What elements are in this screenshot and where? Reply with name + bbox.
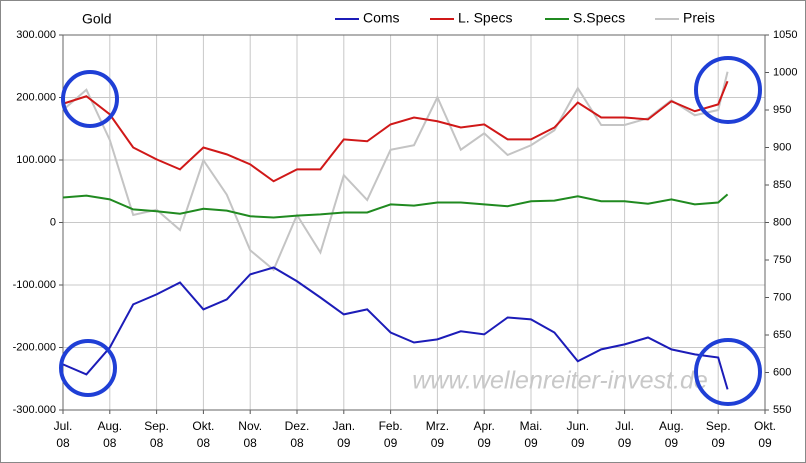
x-tick-label: Aug. 09 — [659, 419, 684, 450]
y2-tick-label: 1050 — [773, 29, 797, 41]
legend-label: S.Specs — [573, 10, 625, 26]
legend-label: L. Specs — [458, 10, 512, 26]
x-tick-label: Okt. 08 — [192, 419, 215, 450]
x-tick-label: Aug. 08 — [97, 419, 123, 450]
y2-tick-label: 700 — [773, 291, 791, 303]
y-tick-label: 300.000 — [16, 29, 56, 41]
x-tick-label: Jun. 09 — [566, 419, 590, 450]
x-tick-label: Sep. 08 — [144, 419, 169, 450]
y2-tick-label: 800 — [773, 216, 791, 228]
y-tick-label: 0 — [50, 216, 56, 228]
annotation-circle — [61, 70, 119, 128]
annotation-circle — [694, 338, 762, 406]
x-tick-label: Mrz. 09 — [425, 419, 450, 450]
y-tick-label: -200.000 — [13, 341, 56, 353]
annotation-circles — [59, 56, 762, 406]
x-tick-label: Feb. 09 — [378, 419, 403, 450]
annotation-circle — [59, 339, 117, 397]
y-tick-label: -300.000 — [13, 404, 56, 416]
x-tick-label: Sep. 09 — [705, 419, 731, 450]
legend-label: Coms — [363, 10, 400, 26]
x-tick-label: Nov. 08 — [238, 419, 263, 450]
x-tick-label: Dez. 08 — [284, 419, 310, 450]
x-tick-label: Okt. 09 — [753, 419, 776, 450]
y2-tick-label: 900 — [773, 141, 791, 153]
annotation-circle — [694, 56, 762, 124]
y-tick-label: 100.000 — [16, 154, 56, 166]
plot-border — [62, 34, 766, 411]
watermark: www.wellenreiter-invest.de — [412, 367, 708, 395]
series-line — [62, 71, 729, 272]
chart-title: Gold — [82, 11, 112, 27]
x-tick-label: Mai. 09 — [519, 419, 543, 450]
x-tick-label: Apr. 09 — [473, 419, 495, 450]
series-line — [62, 80, 729, 183]
x-tick-label: Jul. 09 — [615, 419, 634, 450]
y2-tick-label: 550 — [773, 404, 791, 416]
y2-tick-label: 950 — [773, 104, 791, 116]
x-tick-label: Jan. 09 — [332, 419, 356, 450]
y2-tick-label: 600 — [773, 366, 791, 378]
legend-label: Preis — [683, 10, 715, 26]
y2-tick-label: 850 — [773, 179, 791, 191]
x-tick-label: Jul. 08 — [53, 419, 73, 450]
y-tick-label: -100.000 — [13, 279, 56, 291]
y2-tick-label: 650 — [773, 329, 791, 341]
y2-tick-label: 750 — [773, 254, 791, 266]
y2-tick-label: 1000 — [773, 66, 797, 78]
series-line — [62, 193, 729, 219]
series-line — [62, 266, 729, 390]
y-tick-label: 200.000 — [16, 91, 56, 103]
